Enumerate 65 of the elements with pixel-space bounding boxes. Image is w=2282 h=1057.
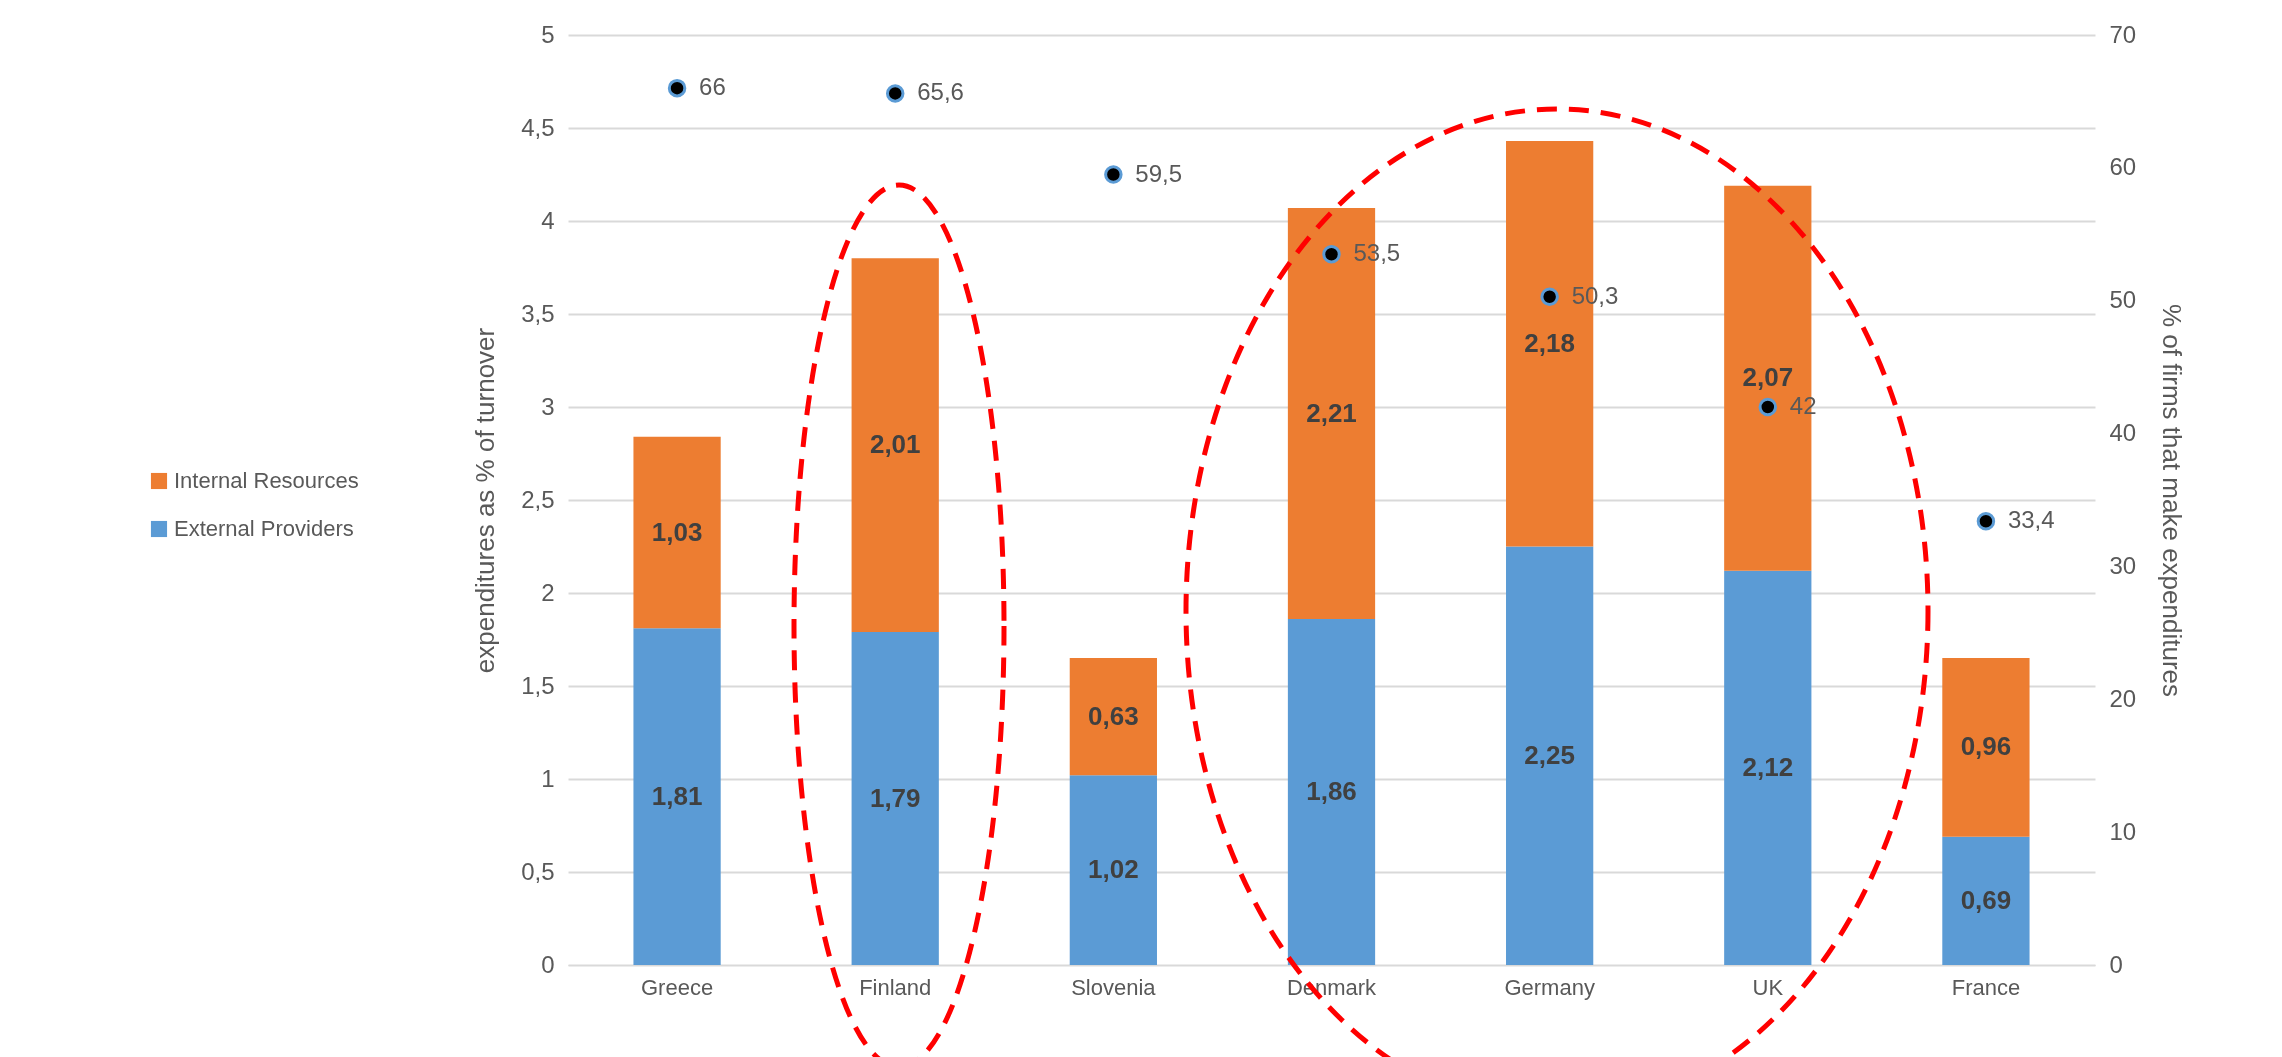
y-tick-label: 5 [541, 20, 555, 48]
data-label: 1,02 [1088, 854, 1139, 885]
y2-tick-label: 10 [2109, 817, 2137, 845]
bar [1069, 775, 1157, 965]
data-label: 0,69 [1960, 884, 2012, 915]
point [1104, 165, 1123, 184]
bar [1942, 658, 2030, 837]
data-label: 2,01 [869, 429, 921, 460]
y-tick-label: 2 [541, 578, 555, 606]
point [1758, 397, 1778, 417]
y2-tick-label: 70 [2109, 20, 2137, 48]
point [885, 84, 905, 103]
y2-tick-label: 30 [2109, 551, 2137, 579]
data-label: 59,5 [1135, 159, 1183, 187]
x-tick-label: Slovenia [1071, 974, 1157, 1000]
point [1540, 287, 1559, 306]
y-tick-label: 2,5 [521, 485, 555, 513]
y-axis-title: expenditures as % of turnover [470, 327, 501, 674]
data-label: 0,63 [1088, 700, 1139, 731]
bar [1287, 619, 1376, 965]
y2-tick-label: 60 [2109, 153, 2137, 181]
data-label: 33,4 [2007, 506, 2055, 534]
data-label: 2,25 [1524, 739, 1575, 770]
y-tick-label: 1,5 [521, 671, 555, 699]
bar [633, 436, 721, 629]
data-label: 1,79 [869, 782, 921, 813]
point [1976, 512, 1996, 531]
y-tick-label: 4,5 [521, 113, 555, 141]
x-tick-label: France [1951, 974, 2021, 1000]
x-tick-label: UK [1752, 974, 1784, 1000]
data-label: 65,6 [917, 78, 964, 106]
bar [1506, 546, 1594, 965]
bar [1069, 658, 1157, 776]
legend-label: External Providers [174, 516, 354, 541]
bar [1724, 570, 1812, 965]
y-tick-label: 3,5 [521, 299, 555, 327]
legend-label: Internal Resources [174, 468, 359, 493]
y2-axis-title: % of firms that make expenditures [2157, 303, 2188, 698]
bar [633, 628, 721, 965]
y-tick-label: 0,5 [521, 857, 555, 885]
data-label: 0,96 [1960, 731, 2012, 762]
bar [851, 258, 939, 633]
y-tick-label: 1 [541, 764, 555, 792]
data-label: 66 [699, 73, 726, 101]
bar [1942, 836, 2030, 965]
x-tick-label: Germany [1504, 974, 1595, 1000]
y-tick-label: 3 [541, 392, 555, 420]
y2-tick-label: 20 [2109, 684, 2137, 712]
y-tick-label: 4 [541, 206, 555, 234]
x-tick-label: Finland [859, 974, 932, 1000]
y2-tick-label: 50 [2109, 286, 2137, 314]
y2-tick-label: 40 [2109, 419, 2137, 447]
data-label: 1,03 [651, 516, 703, 547]
data-label: 2,07 [1742, 362, 1794, 393]
data-label: 2,18 [1524, 327, 1575, 358]
point [1322, 244, 1341, 264]
bar [851, 632, 939, 965]
y-tick-label: 0 [541, 950, 555, 978]
point [667, 78, 687, 98]
data-label: 1,86 [1306, 776, 1357, 807]
data-label: 2,21 [1306, 397, 1357, 428]
x-tick-label: Greece [640, 974, 714, 1000]
y2-tick-label: 0 [2109, 950, 2123, 978]
data-label: 1,81 [651, 780, 703, 811]
data-label: 2,12 [1742, 751, 1794, 782]
